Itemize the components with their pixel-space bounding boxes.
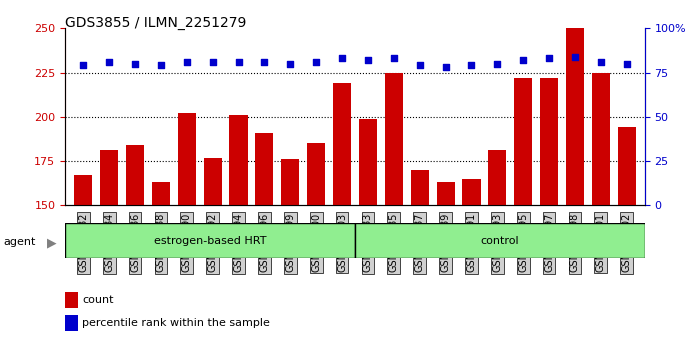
Point [595,59,606,65]
Point [414,63,425,68]
Point [104,59,115,65]
Text: percentile rank within the sample: percentile rank within the sample [82,318,270,328]
Bar [462,179,480,205]
Bar [307,143,325,205]
Bar [540,78,558,205]
Bar [74,175,93,205]
Point [259,59,270,65]
Point [181,59,192,65]
Bar [514,78,532,205]
Bar [204,158,222,205]
Bar [488,150,506,205]
Point [285,61,296,67]
Bar [152,182,170,205]
Text: control: control [481,236,519,246]
Bar [255,133,274,205]
Point [156,63,167,68]
Bar [281,159,299,205]
Bar [617,127,636,205]
Bar [333,83,351,205]
Text: agent: agent [3,238,36,247]
FancyBboxPatch shape [65,223,355,258]
Bar [100,150,118,205]
Point [388,56,399,61]
Bar [359,119,377,205]
Point [130,61,141,67]
Bar [178,113,196,205]
Bar [436,182,455,205]
Point [233,59,244,65]
Text: count: count [82,295,114,305]
Point [362,57,373,63]
Bar [592,73,610,205]
Point [440,64,451,70]
Text: GDS3855 / ILMN_2251279: GDS3855 / ILMN_2251279 [65,16,246,30]
Point [466,63,477,68]
Point [311,59,322,65]
Point [492,61,503,67]
Point [207,59,218,65]
Point [518,57,529,63]
Bar [385,73,403,205]
Point [78,63,88,68]
Point [622,61,632,67]
Bar [411,170,429,205]
Bar [126,145,144,205]
Bar [566,28,584,205]
Bar [230,115,248,205]
FancyBboxPatch shape [355,223,645,258]
Text: ▶: ▶ [47,236,56,249]
Point [337,56,348,61]
Text: estrogen-based HRT: estrogen-based HRT [154,236,266,246]
Point [569,54,580,59]
Point [543,56,554,61]
